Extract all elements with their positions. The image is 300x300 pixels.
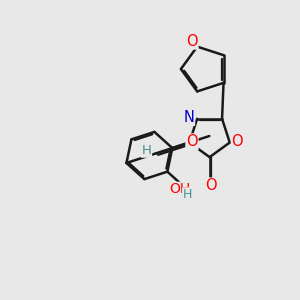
- Text: O: O: [205, 178, 217, 193]
- Text: O: O: [186, 134, 198, 149]
- Text: H: H: [183, 188, 192, 201]
- Text: OH: OH: [169, 182, 190, 197]
- Text: N: N: [184, 110, 194, 125]
- Text: O: O: [232, 134, 243, 149]
- Text: H: H: [142, 144, 151, 157]
- Text: O: O: [186, 34, 198, 49]
